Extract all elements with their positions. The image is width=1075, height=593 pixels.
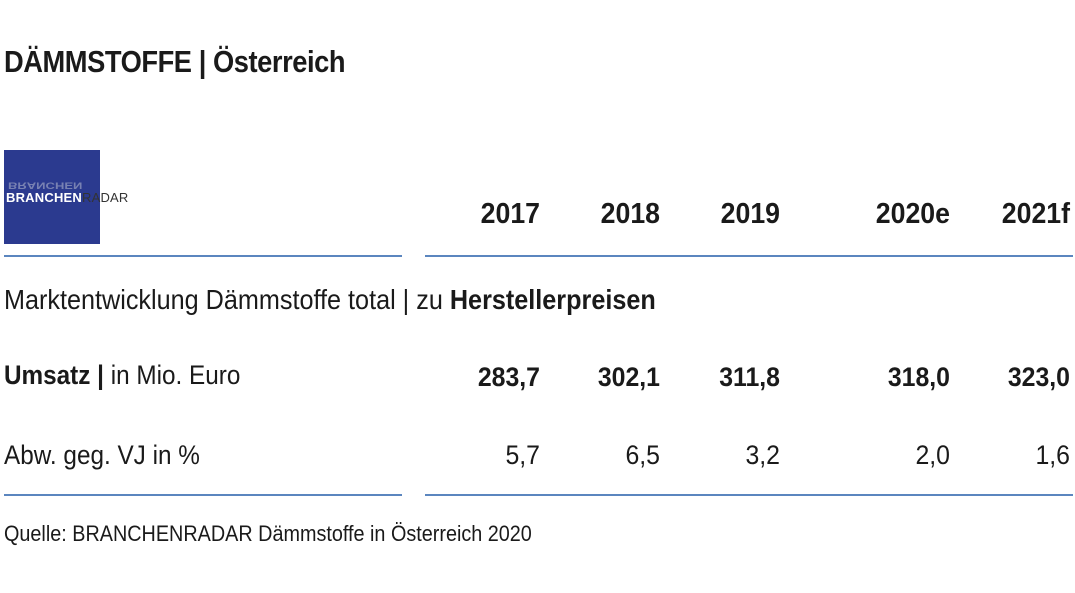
column-header-2020e: 2020e [875,198,950,230]
cell-umsatz-2017: 283,7 [477,362,540,392]
footer-rule-left [4,494,402,496]
page-title: DÄMMSTOFFE | Österreich [4,44,346,79]
column-header-2017: 2017 [480,198,540,230]
row-label-umsatz-bold: Umsatz | [4,360,104,390]
table-subheading: Marktentwicklung Dämmstoffe total | zu H… [4,284,656,316]
cell-abw-2017: 5,7 [505,440,540,470]
footer-rule-right [425,494,1073,496]
row-label-abweichung: Abw. geg. VJ in % [4,440,200,470]
cell-umsatz-2018: 302,1 [597,362,660,392]
row-label-umsatz-unit: in Mio. Euro [103,360,241,390]
cell-abw-2019: 3,2 [745,440,780,470]
column-header-2018: 2018 [600,198,660,230]
subheading-text: Marktentwicklung Dämmstoffe total | zu [4,284,450,315]
column-header-2019: 2019 [720,198,780,230]
logo-wordmark: BRANCHENRADAR [6,190,129,205]
cell-abw-2018: 6,5 [625,440,660,470]
cell-umsatz-2019: 311,8 [719,362,780,392]
row-label-umsatz: Umsatz | in Mio. Euro [4,360,240,391]
source-note: Quelle: BRANCHENRADAR Dämmstoffe in Öste… [4,521,532,546]
cell-umsatz-2021f: 323,0 [1007,362,1070,392]
logo-brand-text: BRANCHEN [6,190,82,205]
column-header-2021f: 2021f [1001,198,1070,230]
logo-radar-text: RADAR [82,190,129,205]
header-rule-right [425,255,1073,257]
header-rule-left [4,255,402,257]
cell-umsatz-2020e: 318,0 [887,362,950,392]
cell-abw-2021f: 1,6 [1035,440,1070,470]
cell-abw-2020e: 2,0 [915,440,950,470]
subheading-bold-text: Herstellerpreisen [449,284,656,315]
branchenradar-logo [4,150,100,244]
